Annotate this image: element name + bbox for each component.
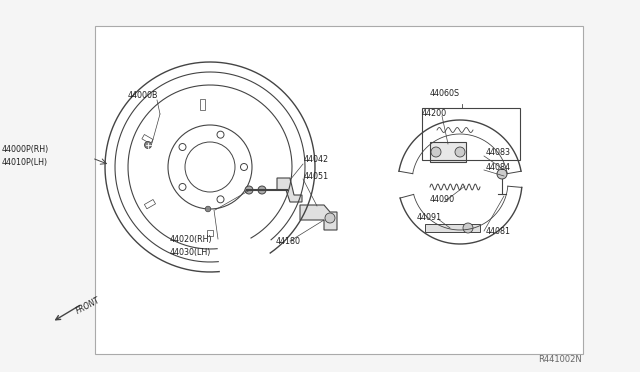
Circle shape bbox=[463, 223, 473, 233]
Bar bbox=[425, 224, 480, 232]
Bar bbox=[430, 142, 466, 162]
Circle shape bbox=[205, 206, 211, 212]
Text: 44042: 44042 bbox=[304, 155, 329, 164]
Polygon shape bbox=[300, 205, 337, 230]
Circle shape bbox=[325, 213, 335, 223]
Circle shape bbox=[145, 141, 152, 148]
Circle shape bbox=[497, 169, 507, 179]
Bar bbox=[142, 135, 153, 144]
Polygon shape bbox=[277, 178, 302, 202]
Text: 44091: 44091 bbox=[417, 213, 442, 222]
Text: 44010P(LH): 44010P(LH) bbox=[2, 158, 48, 167]
Text: 44200: 44200 bbox=[422, 109, 447, 118]
Text: 44000B: 44000B bbox=[128, 91, 159, 100]
Text: 44000P(RH): 44000P(RH) bbox=[2, 145, 49, 154]
Bar bbox=[95, 26, 583, 354]
Text: 44081: 44081 bbox=[486, 227, 511, 236]
Bar bbox=[422, 108, 520, 160]
Text: 44020(RH): 44020(RH) bbox=[170, 235, 212, 244]
Text: 44060S: 44060S bbox=[430, 89, 460, 98]
Bar bbox=[200, 99, 205, 109]
Text: 44090: 44090 bbox=[430, 195, 455, 204]
Text: 44083: 44083 bbox=[486, 148, 511, 157]
Circle shape bbox=[258, 186, 266, 194]
Circle shape bbox=[455, 147, 465, 157]
Circle shape bbox=[245, 186, 253, 194]
Text: 44030(LH): 44030(LH) bbox=[170, 248, 211, 257]
Text: 44051: 44051 bbox=[304, 172, 329, 181]
Text: R441002N: R441002N bbox=[538, 355, 582, 364]
Bar bbox=[207, 230, 213, 236]
Text: 44084: 44084 bbox=[486, 163, 511, 172]
Text: FRONT: FRONT bbox=[75, 296, 102, 316]
Text: 44180: 44180 bbox=[276, 237, 301, 246]
Circle shape bbox=[431, 147, 441, 157]
Bar bbox=[145, 199, 156, 209]
